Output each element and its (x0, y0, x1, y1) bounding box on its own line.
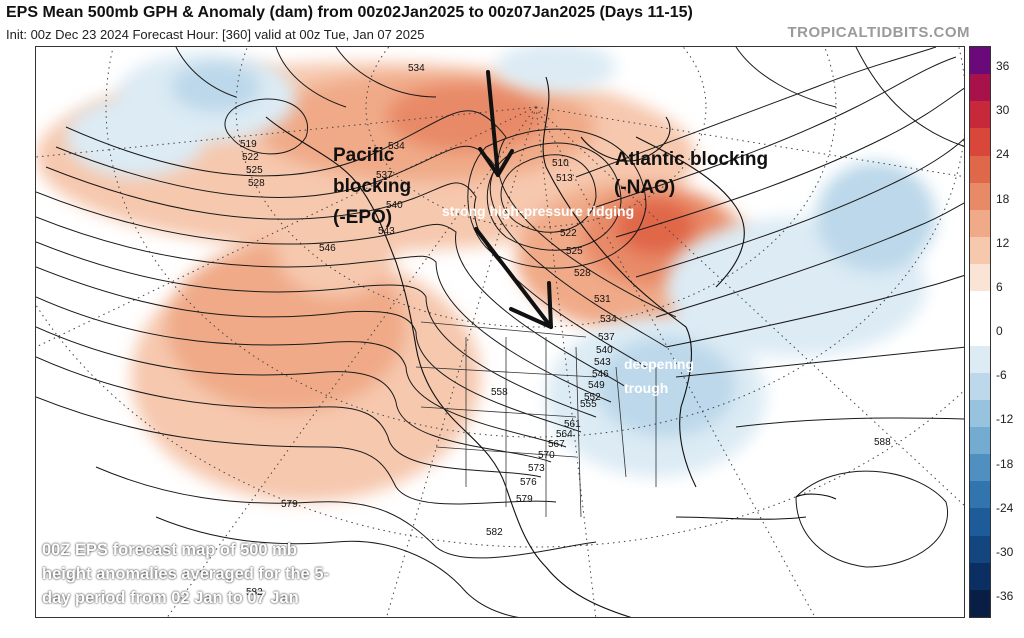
colorbar-swatch (970, 318, 990, 346)
colorbar-swatch (970, 236, 990, 265)
contour-label: 534 (408, 63, 425, 74)
colorbar-swatch (970, 74, 990, 102)
brand-watermark: TROPICALTIDBITS.COM (787, 24, 970, 41)
contour-label: 519 (240, 139, 257, 150)
caption-line: 00Z EPS forecast map of 500 mb (42, 541, 297, 559)
caption-line: day period from 02 Jan to 07 Jan (42, 589, 299, 607)
contour-label: 528 (248, 178, 265, 189)
contour-label: 570 (538, 450, 555, 461)
atlantic-label-1: Atlantic blocking (615, 149, 768, 170)
colorbar-swatch (970, 562, 990, 590)
colorbar-tick-label: -24 (996, 500, 1014, 515)
contour-label: 546 (592, 369, 609, 380)
colorbar-tick-label: 24 (996, 147, 1010, 162)
contour-label: 540 (386, 200, 403, 211)
anomaly-colorbar (969, 46, 991, 618)
contour-label: 543 (594, 357, 611, 368)
contour-label: 525 (566, 246, 583, 257)
colorbar-swatch (970, 345, 990, 373)
colorbar-swatch (970, 101, 990, 129)
colorbar-swatch (970, 426, 990, 455)
contour-label: 549 (588, 380, 605, 391)
colorbar-tick-label: 6 (996, 279, 1003, 294)
trough-label-1: deepening (624, 356, 694, 372)
contour-label: 588 (874, 437, 891, 448)
contour-label: 555 (580, 399, 597, 410)
colorbar-swatch (970, 264, 990, 292)
contour-label: 510 (552, 158, 569, 169)
colorbar-swatch (970, 155, 990, 183)
colorbar-swatch (970, 372, 990, 400)
colorbar-tick-label: 0 (996, 324, 1003, 338)
pacific-label-3: (-EPO) (333, 207, 392, 228)
caption-line: height anomalies averaged for the 5- (42, 565, 329, 583)
contour-label: 582 (486, 527, 503, 538)
map-canvas: 534 534 519 522 525 528 537 540 543 546 … (36, 47, 964, 617)
map-panel: 534 534 519 522 525 528 537 540 543 546 … (35, 46, 965, 618)
map-title: EPS Mean 500mb GPH & Anomaly (dam) from … (6, 4, 693, 21)
colorbar-swatch (970, 535, 990, 563)
contour-label: 582 (246, 587, 263, 598)
colorbar-swatch (970, 291, 990, 319)
contour-label: 564 (556, 429, 573, 440)
contour-label: 546 (319, 243, 336, 254)
colorbar-swatch (970, 589, 990, 617)
colorbar-tick-label: 30 (996, 103, 1010, 118)
colorbar-tick-label: 36 (996, 59, 1010, 73)
contour-label: 528 (574, 268, 591, 279)
contour-label: 576 (520, 477, 537, 488)
caption-box: 00Z EPS forecast map of 500 mb height an… (42, 538, 329, 610)
colorbar-tick-label: -36 (996, 589, 1014, 603)
contour-label: 537 (598, 332, 615, 343)
atlantic-label-2: (-NAO) (614, 177, 675, 198)
contour-label: 534 (600, 314, 617, 325)
contour-label: 543 (378, 226, 395, 237)
colorbar-swatch (970, 508, 990, 536)
colorbar-swatch (970, 47, 990, 75)
colorbar-swatch (970, 481, 990, 509)
contour-label: 552 (584, 392, 601, 403)
contour-label: 525 (246, 165, 263, 176)
contour-label: 573 (528, 463, 545, 474)
ridge-arrows (474, 70, 553, 329)
contour-label: 561 (564, 419, 581, 430)
contour-label: 537 (376, 170, 393, 181)
colorbar-swatch (970, 454, 990, 482)
colorbar-tick-label: 18 (996, 191, 1010, 206)
pacific-label-1: Pacific (333, 145, 395, 166)
colorbar-swatch (970, 399, 990, 427)
colorbar-tick-label: -6 (996, 368, 1007, 383)
coastlines (265, 76, 837, 617)
trough-label-2: trough (624, 380, 668, 396)
colorbar-tick-label: 12 (996, 235, 1010, 250)
colorbar-tick-label: -18 (996, 456, 1014, 471)
colorbar-tick-label: -30 (996, 544, 1014, 559)
contour-label: 513 (556, 173, 573, 184)
colorbar-tick-label: -12 (996, 412, 1014, 427)
contour-label: 522 (242, 152, 259, 163)
contour-label: 579 (516, 494, 533, 505)
pacific-label-2: blocking (333, 176, 411, 197)
contour-label: 579 (281, 499, 298, 510)
colorbar-swatch (970, 209, 990, 237)
contour-label: 567 (548, 439, 565, 450)
contour-label: 540 (596, 345, 613, 356)
contour-label: 522 (560, 228, 577, 239)
contour-label: 534 (388, 141, 405, 152)
colorbar-swatch (970, 128, 990, 156)
ridging-label: strong high-pressure ridging (442, 203, 634, 219)
map-subtitle: Init: 00z Dec 23 2024 Forecast Hour: [36… (6, 27, 425, 42)
contour-label: 558 (491, 387, 508, 398)
annotation-layer: Pacific blocking (-EPO) Atlantic blockin… (333, 145, 768, 396)
contour-label: 531 (594, 294, 611, 305)
state-borders (415, 321, 657, 518)
contour-label-layer: 534 534 519 522 525 528 537 540 543 546 … (240, 63, 891, 598)
colorbar-swatch (970, 182, 990, 210)
